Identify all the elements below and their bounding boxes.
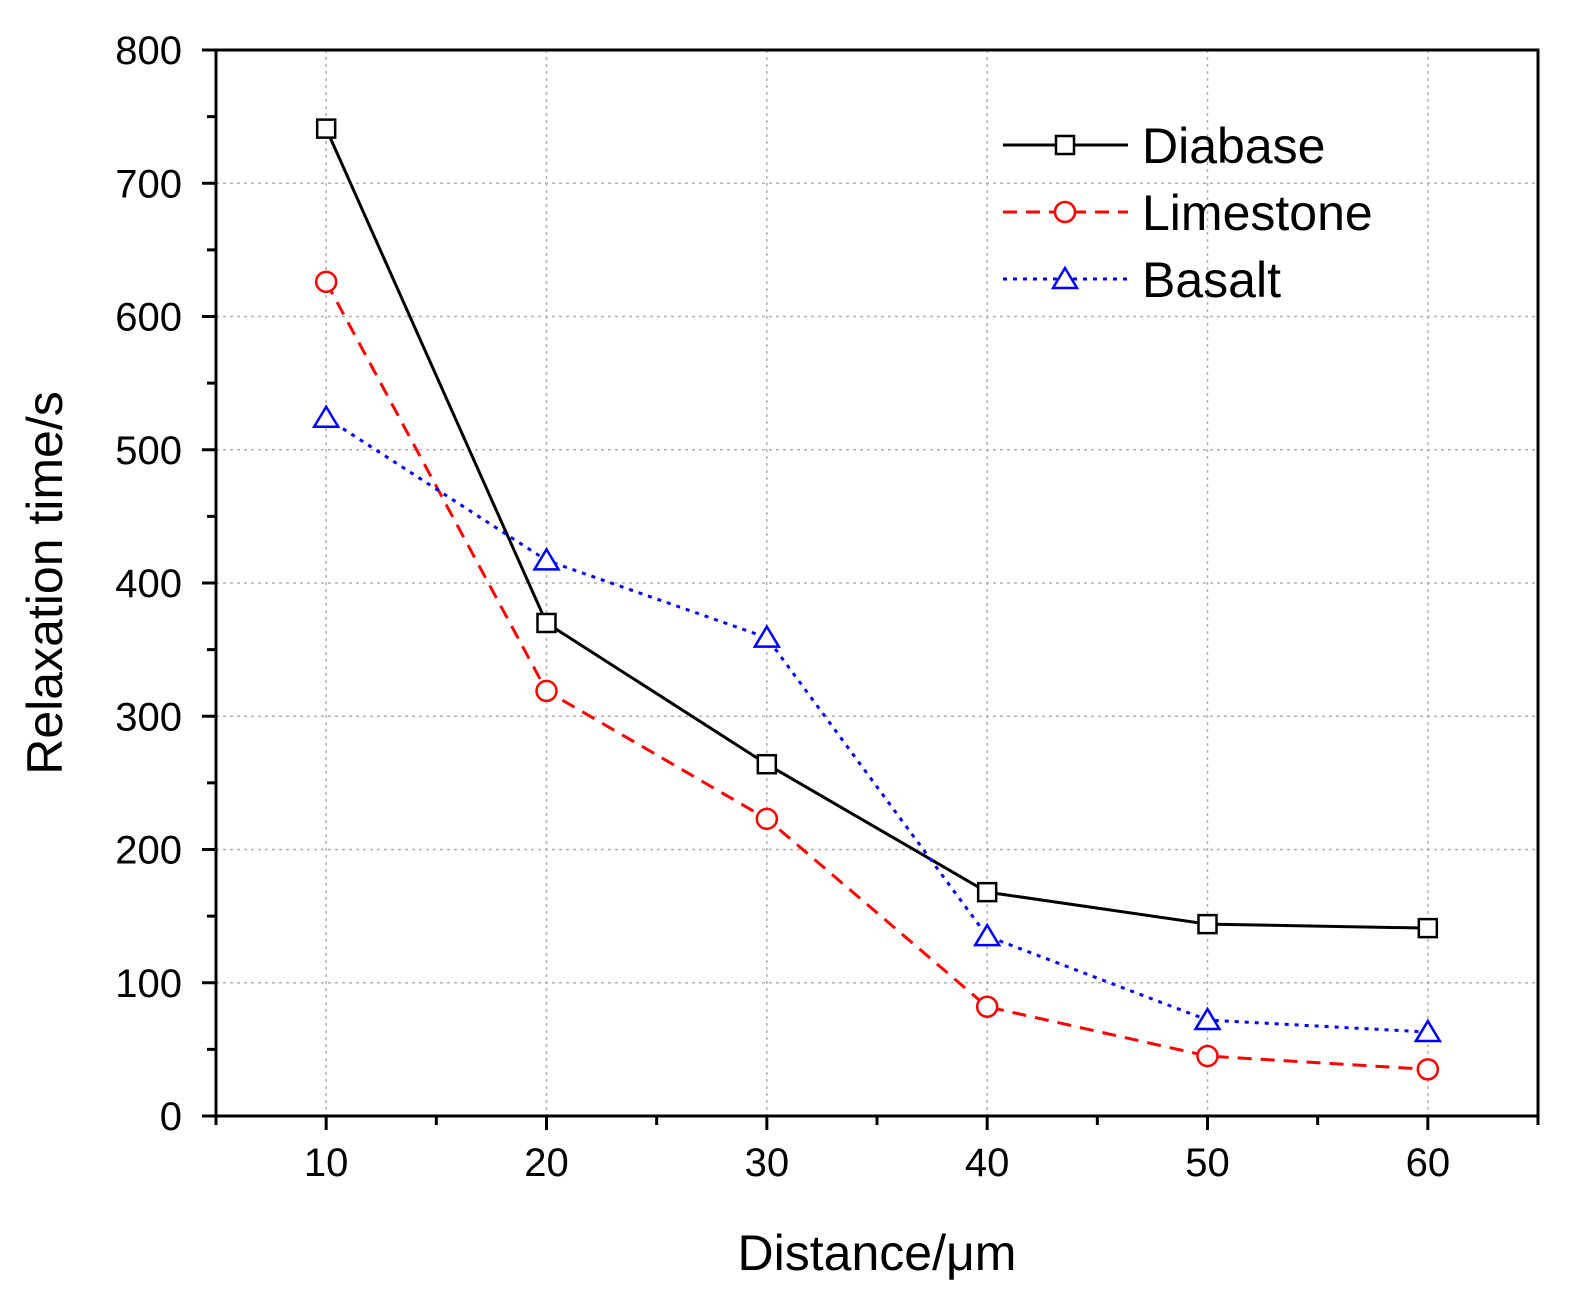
series-line bbox=[325, 416, 1428, 1034]
y-tick-label: 700 bbox=[115, 162, 182, 206]
data-point bbox=[1197, 913, 1218, 935]
data-point bbox=[1417, 917, 1439, 939]
legend: Diabase Limestone Basalt bbox=[1003, 118, 1373, 308]
y-tick-label: 0 bbox=[160, 1095, 182, 1139]
data-point bbox=[972, 922, 1002, 947]
series-line bbox=[324, 281, 1428, 1071]
data-point bbox=[536, 612, 557, 634]
series-limestone bbox=[314, 270, 1440, 1081]
data-point bbox=[1416, 1058, 1440, 1081]
y-tick-label: 200 bbox=[115, 829, 182, 873]
y-tick-label: 600 bbox=[115, 296, 182, 340]
y-axis-title: Relaxation time/s bbox=[17, 391, 73, 775]
legend-item-limestone: Limestone bbox=[1003, 185, 1373, 241]
legend-item-basalt: Basalt bbox=[1003, 252, 1281, 308]
data-point bbox=[1413, 1018, 1443, 1043]
series-diabase bbox=[315, 118, 1439, 939]
x-tick-label: 30 bbox=[745, 1141, 790, 1185]
legend-marker bbox=[1053, 200, 1077, 224]
legend-label: Basalt bbox=[1142, 252, 1281, 308]
data-point bbox=[975, 995, 999, 1018]
data-series bbox=[311, 118, 1443, 1081]
grid bbox=[216, 50, 1538, 1116]
data-point bbox=[314, 270, 338, 294]
x-tick-label: 10 bbox=[304, 1141, 349, 1185]
data-point bbox=[535, 679, 558, 703]
data-point bbox=[532, 546, 561, 571]
x-tick-label: 50 bbox=[1185, 1141, 1230, 1185]
series-basalt bbox=[311, 404, 1443, 1043]
y-tick-label: 400 bbox=[115, 562, 182, 606]
y-tick-label: 500 bbox=[115, 429, 182, 473]
y-tick-label: 100 bbox=[115, 962, 182, 1006]
legend-label: Diabase bbox=[1142, 118, 1325, 174]
data-point bbox=[1196, 1044, 1219, 1068]
y-tick-label: 800 bbox=[115, 29, 182, 73]
x-tick-label: 20 bbox=[524, 1141, 569, 1185]
data-point bbox=[755, 807, 779, 831]
x-tick-label: 40 bbox=[965, 1141, 1010, 1185]
legend-marker bbox=[1050, 265, 1080, 290]
data-point bbox=[976, 881, 998, 903]
x-axis-title: Distance/μm bbox=[738, 1225, 1017, 1281]
data-point bbox=[315, 118, 337, 139]
data-point bbox=[756, 753, 778, 775]
data-point bbox=[1193, 1006, 1222, 1031]
data-point bbox=[311, 404, 341, 429]
y-tick-label: 300 bbox=[115, 695, 182, 739]
legend-label: Limestone bbox=[1142, 185, 1373, 241]
series-line bbox=[324, 128, 1428, 930]
legend-item-diabase: Diabase bbox=[1003, 118, 1325, 174]
legend-marker bbox=[1054, 134, 1076, 156]
data-point bbox=[752, 624, 782, 648]
x-tick-label: 60 bbox=[1406, 1141, 1451, 1185]
